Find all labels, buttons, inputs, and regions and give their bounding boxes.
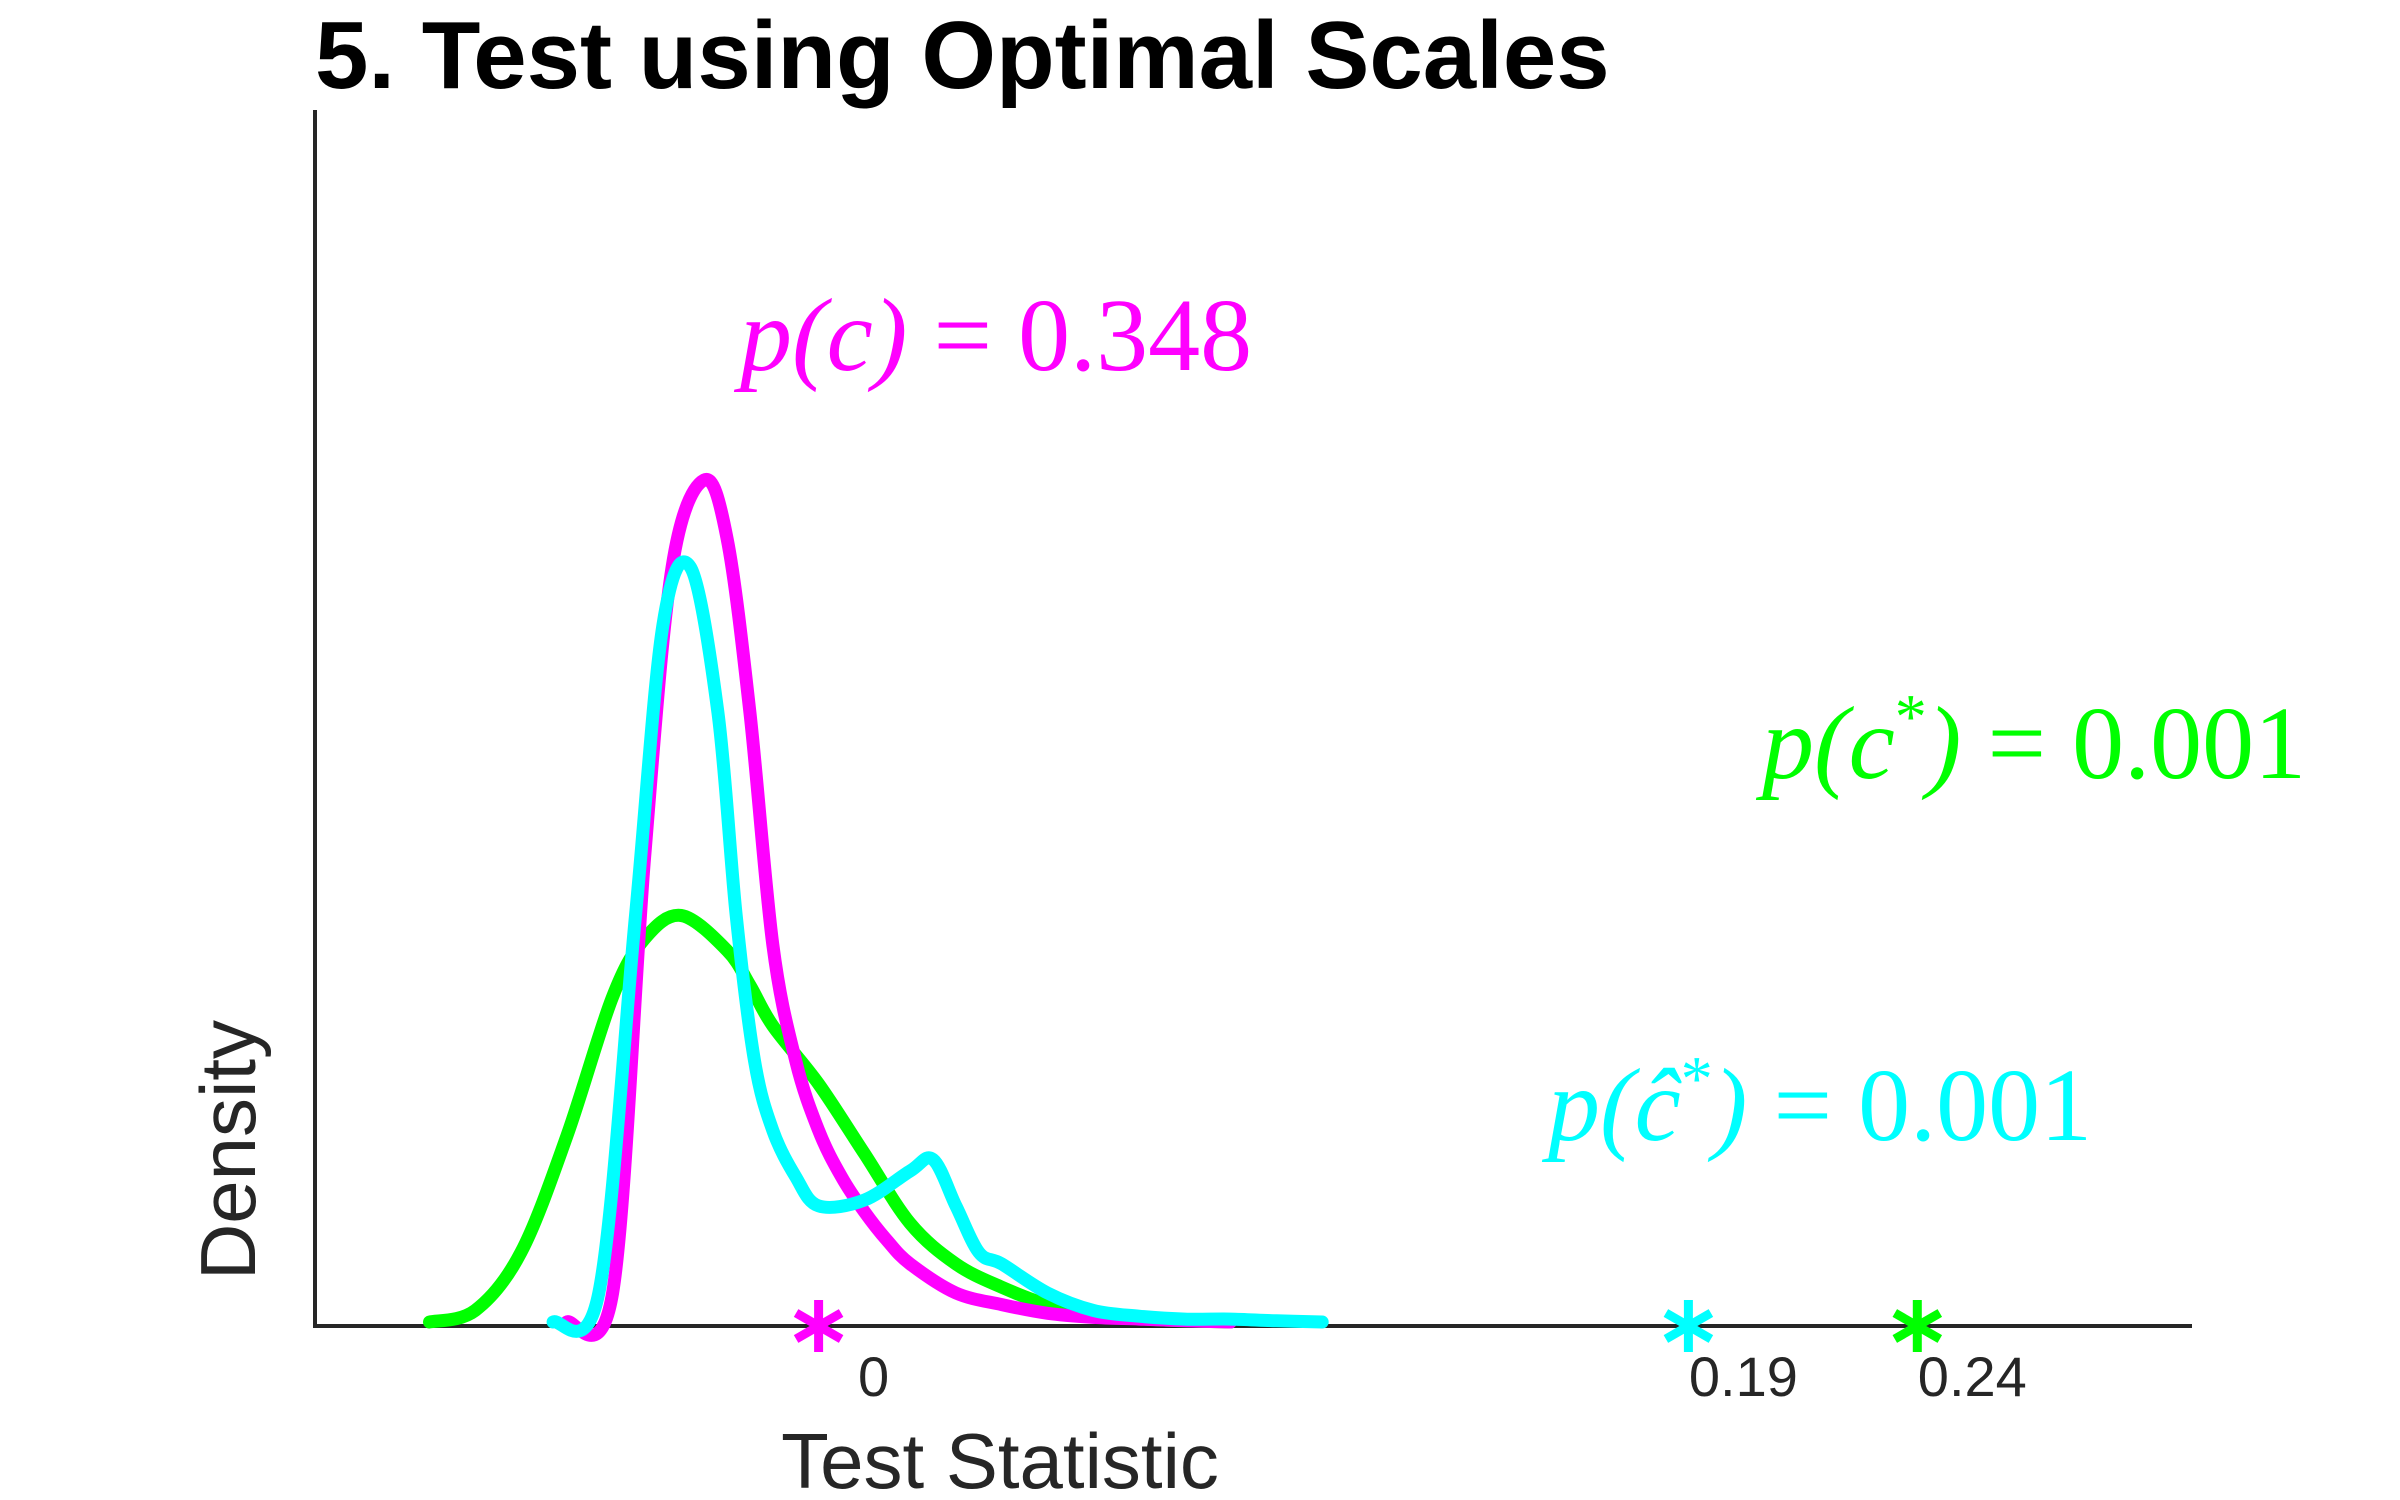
annotation-magenta: p(c) = 0.348 bbox=[733, 278, 1252, 393]
x-tick-labels: 0 0.19 0.24 bbox=[858, 1345, 2027, 1408]
observed-marker-green bbox=[1892, 1300, 1943, 1352]
cyan-density-curve bbox=[546, 555, 1329, 1338]
annotation-green: p(c*) = 0.001 bbox=[1755, 681, 2306, 801]
chart-title: 5. Test using Optimal Scales bbox=[315, 2, 1610, 109]
x-axis-label: Test Statistic bbox=[781, 1417, 1219, 1500]
observed-statistic-markers bbox=[793, 1300, 1943, 1352]
observed-marker-magenta bbox=[793, 1300, 844, 1352]
observed-marker-cyan bbox=[1663, 1300, 1714, 1352]
density-curves bbox=[423, 472, 1329, 1342]
x-tick-label-0: 0 bbox=[858, 1345, 889, 1408]
x-tick-label-2: 0.24 bbox=[1918, 1345, 2027, 1408]
x-tick-label-1: 0.19 bbox=[1689, 1345, 1798, 1408]
y-axis-label: Density bbox=[184, 1020, 272, 1280]
green-density-curve bbox=[423, 908, 1238, 1329]
annotation-cyan: p(ĉ*) = 0.001 bbox=[1541, 1043, 2092, 1163]
